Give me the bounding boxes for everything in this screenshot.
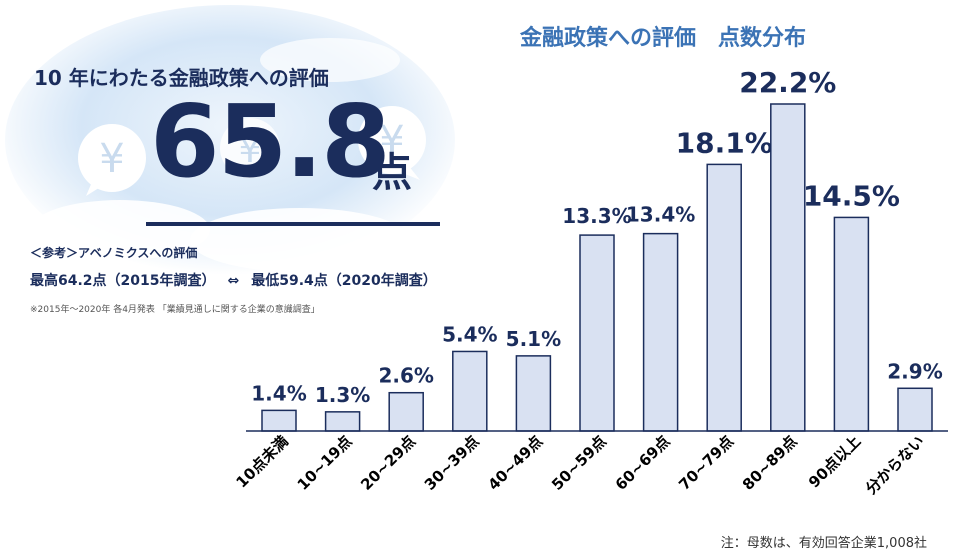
yen-bubble-icon: ¥: [220, 118, 280, 178]
reference-max: 最高64.2点（2015年調査）: [30, 273, 216, 289]
yen-bubble-icon: ¥: [358, 106, 426, 180]
bar-9: [833, 216, 870, 432]
bar-6: [642, 232, 679, 432]
bar-2: [388, 391, 424, 432]
reference-range: 最高64.2点（2015年調査） ⇔ 最低59.4点（2020年調査）: [30, 270, 437, 290]
category-label-1: 10~19点: [294, 432, 356, 494]
category-label-6: 60~69点: [612, 432, 674, 494]
category-label-5: 50~59点: [548, 432, 610, 494]
yen-bubble-icon: ¥: [78, 124, 146, 196]
svg-text:¥: ¥: [99, 136, 124, 182]
category-label-0: 10点未満: [233, 432, 292, 491]
category-label-3: 30~39点: [421, 432, 483, 494]
data-label-8: 22.2%: [739, 66, 836, 99]
category-label-10: 分からない: [862, 432, 928, 498]
category-label-8: 80~89点: [739, 432, 801, 494]
chart-title: 金融政策への評価 点数分布: [520, 26, 807, 51]
bar-7: [706, 163, 742, 432]
reference-heading: ＜参考＞アベノミクスへの評価: [30, 246, 198, 260]
svg-text:¥: ¥: [379, 118, 404, 164]
data-label-5: 13.3%: [562, 204, 631, 228]
reference-note: ※2015年～2020年 各4月発表 「業績見通しに関する企業の意識調査」: [30, 305, 320, 315]
headline: 10 年にわたる金融政策への評価: [34, 66, 329, 90]
data-label-3: 5.4%: [442, 322, 497, 346]
score-value: 65.8: [150, 83, 391, 200]
bar-8: [770, 103, 806, 432]
category-label-7: 70~79点: [675, 432, 737, 494]
svg-text:¥: ¥: [239, 130, 262, 171]
category-label-2: 20~29点: [357, 432, 419, 494]
category-label-4: 40~49点: [484, 432, 546, 494]
data-label-4: 5.1%: [506, 327, 561, 351]
cloud-background: ¥ ¥ ¥: [0, 0, 470, 300]
bar-4: [515, 355, 552, 432]
data-label-0: 1.4%: [251, 381, 306, 405]
bar-10: [897, 387, 933, 432]
data-label-7: 18.1%: [676, 126, 773, 159]
footnote: 注：母数は、有効回答企業1,008社: [720, 536, 927, 551]
category-label-9: 90点以上: [805, 432, 864, 491]
bar-0: [261, 409, 297, 432]
reference-min: 最低59.4点（2020年調査）: [251, 273, 437, 289]
data-label-2: 2.6%: [378, 364, 433, 388]
sky-cloud-illustration: ¥ ¥ ¥: [5, 5, 455, 275]
bar-5: [579, 234, 615, 432]
reference-separator: ⇔: [227, 273, 240, 289]
score-unit: 点: [372, 150, 412, 196]
bar-1: [324, 411, 361, 432]
data-label-1: 1.3%: [315, 383, 370, 407]
data-label-9: 14.5%: [803, 179, 900, 212]
bar-3: [452, 350, 488, 432]
data-label-10: 2.9%: [887, 359, 942, 383]
score-underline: [146, 222, 440, 226]
data-label-6: 13.4%: [626, 203, 695, 227]
